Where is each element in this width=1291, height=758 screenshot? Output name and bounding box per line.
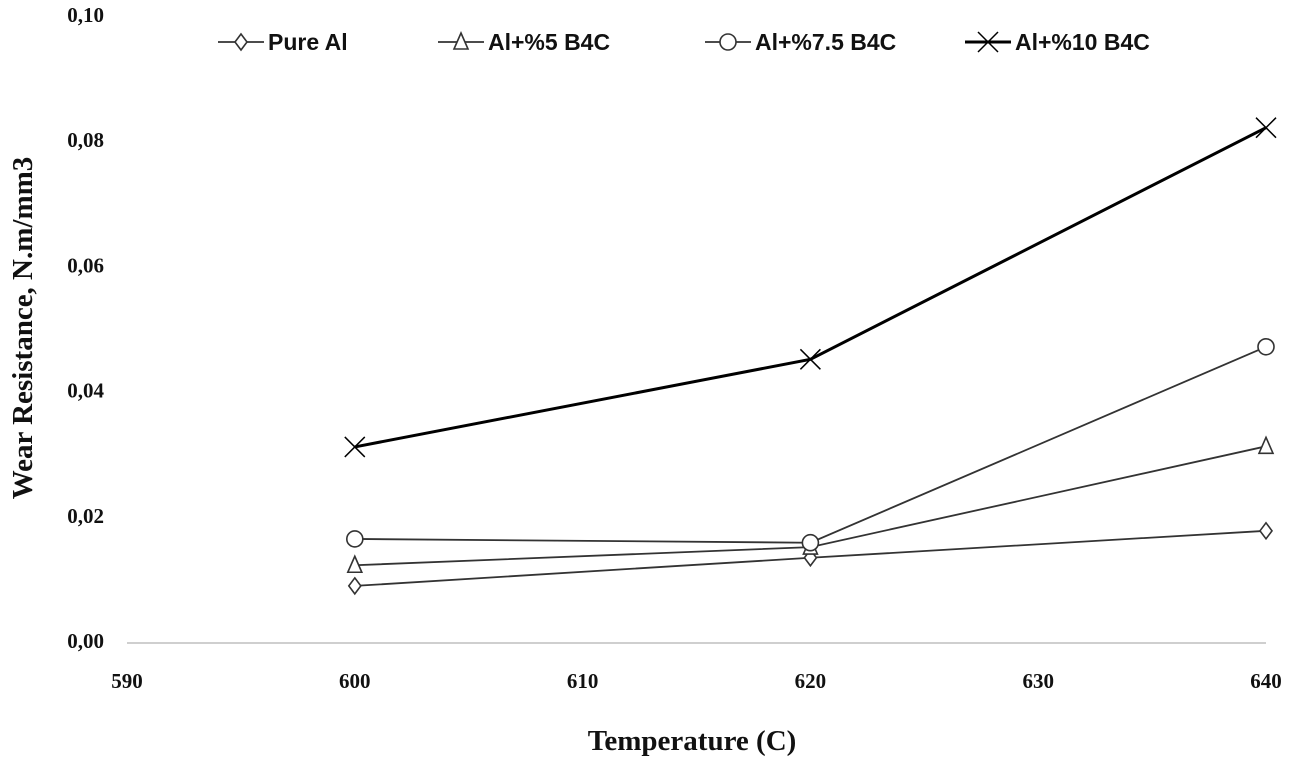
legend-label: Pure Al <box>268 29 348 55</box>
data-point <box>345 530 364 548</box>
y-axis-label: Wear Resistance, N.m/mm3 <box>7 157 39 500</box>
x-tick-label: 620 <box>795 669 827 693</box>
series-al-7-5-b4c <box>345 337 1275 552</box>
legend-item: Pure Al <box>218 29 348 55</box>
data-point <box>347 576 362 596</box>
data-point <box>1255 117 1277 139</box>
y-tick-label: 0,10 <box>67 3 104 27</box>
data-point <box>1259 521 1273 541</box>
data-point <box>1257 435 1275 455</box>
legend-marker-icon <box>452 31 470 50</box>
legend-marker-icon <box>977 31 999 53</box>
series-line <box>354 345 1267 544</box>
data-point <box>801 533 820 552</box>
x-tick-label: 610 <box>567 669 599 693</box>
series-line <box>354 126 1267 449</box>
y-tick-label: 0,02 <box>67 504 104 528</box>
legend-label: Al+%7.5 B4C <box>755 29 896 55</box>
series-pure-al <box>347 521 1273 596</box>
data-point <box>1257 337 1275 356</box>
x-tick-label: 630 <box>1022 669 1054 693</box>
x-tick-label: 640 <box>1250 669 1282 693</box>
legend-marker-icon <box>234 32 248 52</box>
legend-item: Al+%7.5 B4C <box>705 29 896 55</box>
series-al-5-b4c <box>346 435 1275 574</box>
legend-item: Al+%5 B4C <box>438 29 610 55</box>
legend-marker-icon <box>719 33 737 51</box>
data-point <box>344 436 366 458</box>
y-tick-label: 0,00 <box>67 629 104 653</box>
x-tick-label: 600 <box>339 669 371 693</box>
data-point <box>799 348 821 370</box>
y-tick-label: 0,04 <box>67 379 104 403</box>
legend-item: Al+%10 B4C <box>965 29 1150 55</box>
x-axis-label: Temperature (C) <box>588 725 797 757</box>
x-tick-label: 590 <box>111 669 143 693</box>
legend-label: Al+%10 B4C <box>1015 29 1150 55</box>
series-al-10-b4c <box>344 117 1277 458</box>
legend-label: Al+%5 B4C <box>488 29 610 55</box>
y-tick-label: 0,08 <box>67 128 104 152</box>
y-tick-label: 0,06 <box>67 253 104 277</box>
data-point <box>346 554 364 574</box>
